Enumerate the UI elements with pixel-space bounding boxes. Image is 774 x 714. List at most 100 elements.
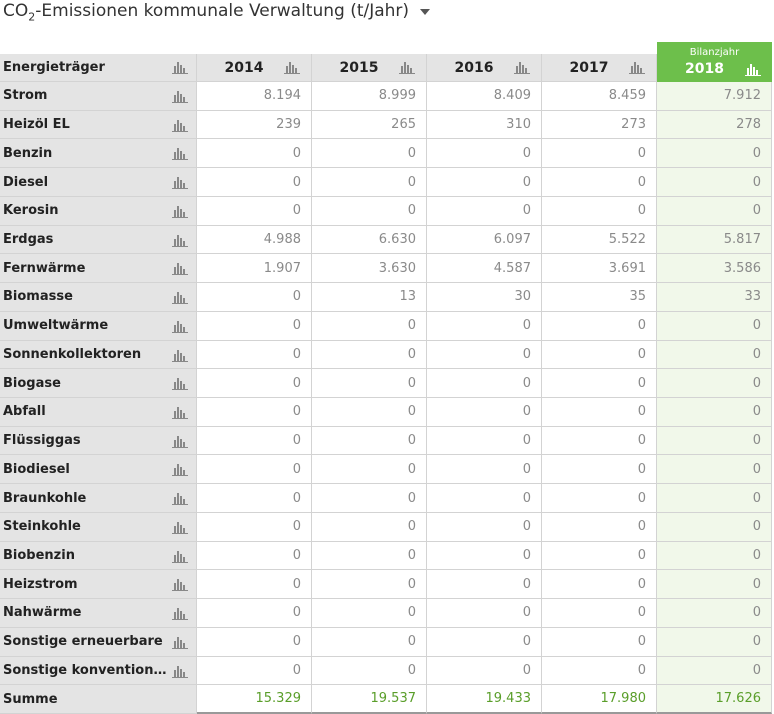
value: 4.587 bbox=[427, 254, 542, 284]
chart-icon[interactable] bbox=[172, 349, 188, 362]
cell-text: 17.980 bbox=[600, 691, 647, 707]
cell-text: 0 bbox=[752, 145, 761, 161]
cell-text: 0 bbox=[407, 519, 416, 535]
dropdown-caret[interactable] bbox=[420, 8, 432, 16]
row-label: Erdgas bbox=[0, 225, 197, 255]
cell-text: 0 bbox=[292, 289, 301, 305]
cell-text: 0 bbox=[522, 203, 531, 219]
cell-text: 0 bbox=[752, 490, 761, 506]
chart-icon[interactable] bbox=[172, 205, 188, 218]
cell-text: 8.409 bbox=[493, 88, 531, 104]
year: 2018 bbox=[685, 61, 724, 77]
row-label: Benzin bbox=[0, 139, 197, 169]
chart-icon[interactable] bbox=[172, 119, 188, 132]
cell-text: 0 bbox=[752, 318, 761, 334]
cell-text: 0 bbox=[292, 461, 301, 477]
row-label: Braunkohle bbox=[0, 484, 197, 513]
chart-icon[interactable] bbox=[172, 262, 188, 276]
value: 4.988 bbox=[197, 225, 312, 255]
value: 0 bbox=[427, 627, 542, 657]
chart-icon[interactable] bbox=[172, 90, 188, 103]
total-value: 19.537 bbox=[312, 685, 427, 714]
chart-icon[interactable] bbox=[172, 578, 188, 592]
chart-icon[interactable] bbox=[172, 61, 188, 74]
value: 3.630 bbox=[312, 254, 427, 284]
chart-icon[interactable] bbox=[172, 234, 188, 247]
cell-text: 35 bbox=[629, 289, 646, 305]
chart-icon[interactable] bbox=[172, 636, 188, 649]
chart-icon[interactable] bbox=[172, 665, 188, 678]
cell-text: 0 bbox=[407, 203, 416, 219]
value: 0 bbox=[197, 398, 312, 427]
value: 0 bbox=[197, 599, 312, 628]
cell-text: Sonnenkollektoren bbox=[3, 346, 142, 362]
chart-icon[interactable] bbox=[172, 377, 188, 391]
header-current[interactable]: Bilanzjahr 2018 bbox=[657, 42, 772, 82]
cell-text: 0 bbox=[292, 490, 301, 506]
chart-icon[interactable] bbox=[172, 607, 188, 621]
cell-text: 3.630 bbox=[378, 260, 416, 276]
cell-text: 6.097 bbox=[493, 231, 531, 247]
cell-text: Biodiesel bbox=[3, 461, 70, 477]
row-label: Umweltwärme bbox=[0, 311, 197, 341]
value: 1.907 bbox=[197, 254, 312, 284]
row-label: Biomasse bbox=[0, 283, 197, 312]
cell-text: 0 bbox=[522, 145, 531, 161]
value: 0 bbox=[657, 340, 772, 370]
cell-text: 0 bbox=[292, 519, 301, 535]
value: 0 bbox=[197, 627, 312, 657]
cell-text: Braunkohle bbox=[3, 490, 87, 506]
chart-icon[interactable] bbox=[172, 521, 188, 534]
total-value: 15.329 bbox=[197, 685, 312, 714]
value: 0 bbox=[197, 139, 312, 169]
cell-text: 0 bbox=[292, 375, 301, 391]
chart-icon[interactable] bbox=[172, 147, 188, 161]
chart-icon[interactable] bbox=[284, 61, 300, 74]
total-value: 17.980 bbox=[542, 685, 657, 714]
value: 278 bbox=[657, 110, 772, 140]
cell-text: 0 bbox=[522, 634, 531, 650]
cell-text: Biogase bbox=[3, 375, 61, 391]
value: 6.097 bbox=[427, 225, 542, 255]
value: 0 bbox=[657, 627, 772, 657]
caption: Bilanzjahr bbox=[689, 47, 740, 58]
chart-icon[interactable] bbox=[745, 63, 761, 76]
value: 0 bbox=[542, 599, 657, 628]
value: 8.194 bbox=[197, 82, 312, 111]
chart-icon[interactable] bbox=[172, 435, 188, 448]
cell-text: 0 bbox=[407, 145, 416, 161]
header-year[interactable]: 2016 bbox=[427, 54, 542, 82]
value: 0 bbox=[197, 484, 312, 513]
value: 35 bbox=[542, 283, 657, 312]
chart-icon[interactable] bbox=[514, 61, 530, 74]
chart-icon[interactable] bbox=[172, 320, 188, 333]
chart-icon[interactable] bbox=[172, 492, 188, 506]
value: 0 bbox=[312, 369, 427, 398]
cell-text: Umweltwärme bbox=[3, 318, 109, 334]
value: 0 bbox=[197, 340, 312, 370]
value: 0 bbox=[312, 512, 427, 542]
cell-text: 1.907 bbox=[263, 260, 301, 276]
chart-icon[interactable] bbox=[172, 550, 188, 563]
value: 0 bbox=[657, 139, 772, 169]
cell-text: 0 bbox=[522, 605, 531, 621]
cell-text: 0 bbox=[292, 174, 301, 190]
title[interactable]: CO2-Emissionen kommunale Verwaltung (t/J… bbox=[3, 1, 432, 23]
cell-text: Summe bbox=[3, 691, 58, 707]
row-label: Abfall bbox=[0, 398, 197, 427]
chart-icon[interactable] bbox=[172, 291, 188, 305]
chart-icon[interactable] bbox=[172, 176, 188, 190]
total-value: 19.433 bbox=[427, 685, 542, 714]
cell-text: 0 bbox=[522, 576, 531, 592]
cell-text: 0 bbox=[407, 605, 416, 621]
cell-text: Biobenzin bbox=[3, 547, 75, 563]
value: 0 bbox=[197, 196, 312, 226]
chart-icon[interactable] bbox=[399, 61, 415, 74]
value: 3.691 bbox=[542, 254, 657, 284]
chart-icon[interactable] bbox=[629, 61, 645, 74]
chart-icon[interactable] bbox=[172, 406, 188, 419]
row-label: Strom bbox=[0, 82, 197, 111]
value: 0 bbox=[427, 570, 542, 600]
chart-icon[interactable] bbox=[172, 463, 188, 477]
value: 0 bbox=[542, 426, 657, 456]
